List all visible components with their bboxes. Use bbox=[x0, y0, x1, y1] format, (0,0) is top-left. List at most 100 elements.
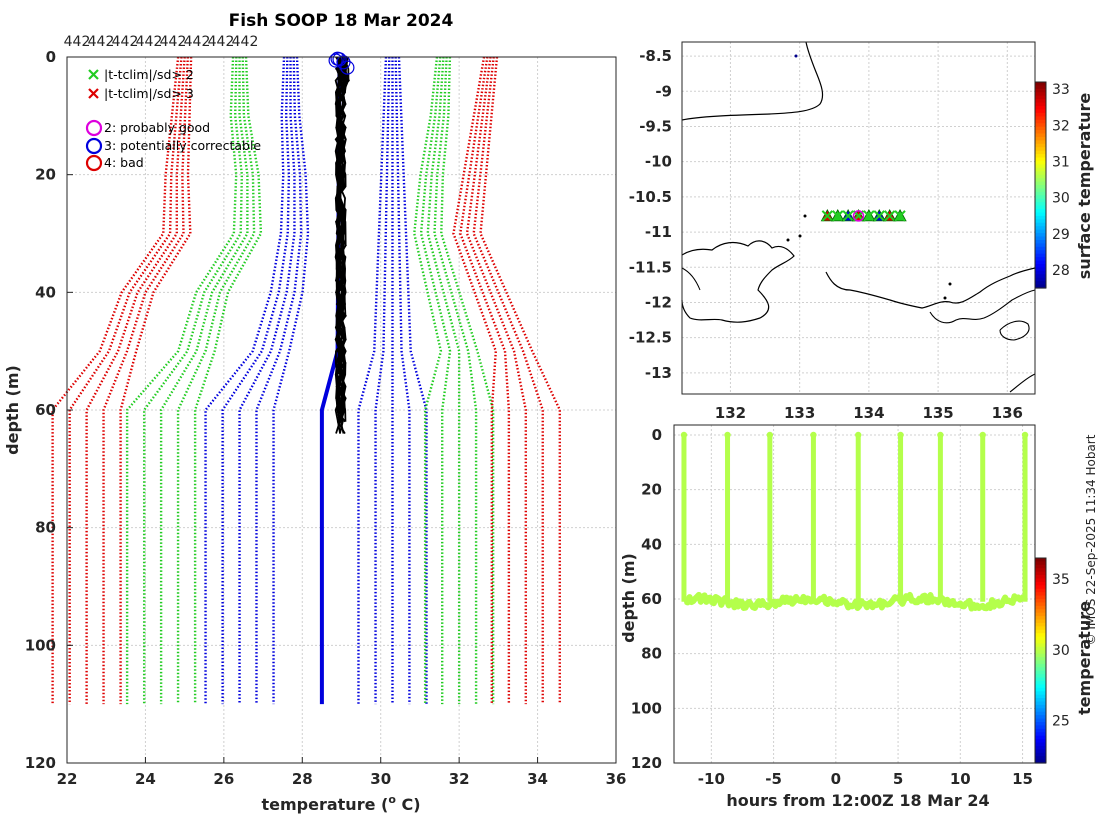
colorbar-band bbox=[1035, 609, 1046, 614]
y-tick-label: 60 bbox=[35, 401, 56, 419]
colorbar-frame bbox=[1034, 81, 1047, 289]
profile-count: 442 bbox=[208, 34, 235, 50]
profile-top-point bbox=[979, 431, 986, 439]
colorbar-band bbox=[1035, 185, 1046, 190]
profile-top-point bbox=[810, 431, 817, 439]
colorbar-band bbox=[1035, 123, 1046, 128]
colorbar-band bbox=[1035, 212, 1046, 217]
colorbar-band bbox=[1035, 599, 1046, 604]
colorbar-band bbox=[1035, 694, 1046, 699]
section-points bbox=[680, 431, 1029, 612]
climatology-line bbox=[433, 56, 478, 705]
y-tick-label: 40 bbox=[35, 283, 56, 301]
legend-circle-marker bbox=[85, 119, 103, 137]
colorbar-band bbox=[1035, 243, 1046, 248]
legend-label: 4: bad bbox=[104, 155, 144, 170]
colorbar-band bbox=[1035, 109, 1046, 114]
chart-title: Fish SOOP 18 Mar 2024 bbox=[229, 11, 454, 31]
colorbar-band bbox=[1035, 698, 1046, 703]
colorbar-band bbox=[1035, 756, 1046, 761]
colorbar-band bbox=[1035, 585, 1046, 590]
profile-count: 442 bbox=[232, 34, 259, 50]
climatology-lines bbox=[51, 56, 562, 705]
track-flag-circle bbox=[852, 210, 865, 222]
y-axis-label: depth (m) bbox=[3, 365, 22, 455]
colorbar-band bbox=[1035, 229, 1046, 234]
temperature-colorbar: 25 30 35 temperature bbox=[1034, 557, 1094, 764]
map-y-tick-label: -12 bbox=[645, 293, 672, 311]
colorbar-band bbox=[1035, 558, 1046, 563]
profile-count: 442 bbox=[184, 34, 211, 50]
map-x-tick-label: 134 bbox=[853, 404, 884, 422]
profile-cast bbox=[980, 435, 986, 602]
colorbar-band bbox=[1035, 640, 1046, 645]
colorbar-band bbox=[1035, 160, 1046, 165]
colorbar-band bbox=[1035, 575, 1046, 580]
climatology-line bbox=[419, 56, 452, 705]
profile-top-point bbox=[937, 431, 944, 439]
track-flag-x bbox=[821, 210, 834, 222]
coastline bbox=[681, 41, 1036, 393]
profile-cast bbox=[725, 435, 731, 602]
colorbar-band bbox=[1035, 561, 1046, 566]
climatology-line bbox=[357, 56, 388, 705]
colorbar-band bbox=[1035, 88, 1046, 93]
colorbar-band bbox=[1035, 677, 1046, 682]
climatology-line bbox=[255, 56, 303, 705]
x-tick-label: 22 bbox=[57, 770, 78, 788]
colorbar-band bbox=[1035, 667, 1046, 672]
profile-count: 442 bbox=[88, 34, 115, 50]
colorbar-band bbox=[1035, 564, 1046, 569]
map-y-tick-label: -11 bbox=[645, 223, 672, 241]
colorbar-band bbox=[1035, 174, 1046, 179]
map-x-tick-label: 133 bbox=[784, 404, 815, 422]
colorbar-band bbox=[1035, 250, 1046, 255]
map-x-tick-labels: 132 133 134 135 136 bbox=[715, 404, 1023, 422]
profile-top-point bbox=[766, 431, 774, 439]
profile-count: 442 bbox=[112, 34, 139, 50]
climatology-line bbox=[394, 56, 411, 705]
colorbar-band bbox=[1035, 167, 1046, 172]
y-tick-label: 0 bbox=[46, 48, 56, 66]
island-dot bbox=[803, 214, 807, 218]
colorbar-band bbox=[1035, 687, 1046, 692]
section-x-tick-label: 10 bbox=[950, 770, 971, 788]
section-x-tick-label: 15 bbox=[1012, 770, 1033, 788]
climatology-line bbox=[85, 56, 186, 705]
colorbar-band bbox=[1035, 164, 1046, 169]
climatology-line bbox=[440, 56, 495, 705]
map-y-tick-label: -9.5 bbox=[639, 117, 672, 135]
climatology-line bbox=[193, 56, 263, 705]
colorbar-band bbox=[1035, 670, 1046, 675]
track-flag-x bbox=[832, 210, 844, 222]
colorbar-band bbox=[1035, 701, 1046, 706]
profile-top-point bbox=[724, 431, 731, 439]
colorbar-band bbox=[1035, 616, 1046, 621]
colorbar-band bbox=[1035, 136, 1046, 141]
x-tick-label: 28 bbox=[292, 770, 313, 788]
colorbar-band bbox=[1035, 157, 1046, 162]
colorbar-band bbox=[1035, 219, 1046, 224]
track-flag-x bbox=[873, 210, 885, 222]
colorbar-band bbox=[1035, 657, 1046, 662]
legend-circle-marker bbox=[85, 154, 103, 172]
section-y-tick-label: 120 bbox=[631, 754, 662, 772]
colorbar-band bbox=[1035, 626, 1046, 631]
colorbar-band bbox=[1035, 745, 1046, 750]
colorbar-band bbox=[1035, 222, 1046, 227]
colorbar-band bbox=[1035, 588, 1046, 593]
colorbar-band bbox=[1035, 739, 1046, 744]
map-gridlines bbox=[682, 42, 1035, 394]
x-tick-label: 32 bbox=[449, 770, 470, 788]
colorbar-band bbox=[1035, 239, 1046, 244]
section-y-tick-label: 40 bbox=[641, 535, 662, 553]
colorbar-band bbox=[1035, 629, 1046, 634]
profile-cast bbox=[767, 435, 773, 602]
colorbar-tick-label: 28 bbox=[1052, 263, 1070, 279]
climatology-line bbox=[459, 56, 511, 705]
colorbar-band bbox=[1035, 191, 1046, 196]
colorbar-band bbox=[1035, 732, 1046, 737]
colorbar-tick-label: 30 bbox=[1052, 191, 1070, 207]
profile-cast bbox=[937, 435, 943, 602]
colorbar-tick-label: 32 bbox=[1052, 118, 1070, 134]
